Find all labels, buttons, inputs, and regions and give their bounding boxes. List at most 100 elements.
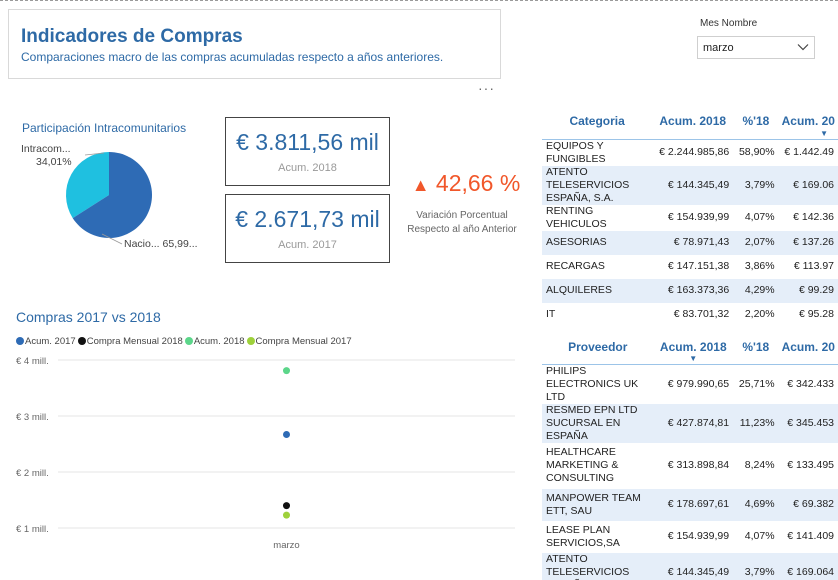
y-tick-label-1: € 3 mill. [16, 412, 49, 423]
more-options-icon[interactable]: ··· [478, 80, 495, 96]
prov-table-cell-0-3: € 342.433 [787, 377, 834, 390]
prov-table-cell-3-0: MANPOWER TEAM ETT, SAU [542, 488, 654, 521]
prov-table-cell-1-3: € 345.453 [778, 403, 838, 443]
cat-table-cell-3-2: 2,07% [733, 230, 779, 255]
prov-table-cell-5-3: € 169.064 [778, 552, 838, 580]
card-acum-2017: € 2.671,73 mil Acum. 2017 [225, 194, 390, 263]
cat-table-cell-5-2: 4,29% [733, 278, 779, 303]
cat-table-cell-3-0: ASESORIAS [542, 230, 653, 255]
prov-table-row[interactable]: RESMED EPN LTD SUCURSAL EN ESPAÑA € 427.8… [542, 403, 838, 443]
cat-table-cell-1-3: € 169.06 [778, 165, 838, 205]
cat-table-header-3[interactable]: Acum. 20 ▼ [778, 103, 838, 140]
prov-table-header-label-3: Acum. 20 [781, 339, 835, 354]
cat-table-cell-6-3: € 95.28 [798, 308, 834, 320]
prov-table-row[interactable]: HEALTHCARE MARKETING & CONSULTING € 313.8… [542, 443, 838, 489]
data-point-3-0[interactable] [283, 511, 290, 519]
cat-table-row[interactable]: RENTING VEHICULOS € 154.939,99 4,07% € 142.… [542, 205, 838, 231]
cat-table-cell-5-3: € 99.29 [778, 278, 838, 303]
variation-kpi: ▲ 42,66 % [401, 170, 531, 197]
cat-table-header-label-0: Categoria [569, 113, 625, 128]
legend-item-0[interactable]: Acum. 2017 [16, 336, 76, 347]
cat-table-header-label-1: Acum. 2018 [659, 113, 727, 128]
legend-dot-2 [184, 337, 193, 345]
prov-table-cell-4-3: € 141.409 [787, 530, 834, 542]
variation-kpi-caption-line1: Variación Porcentual [416, 210, 508, 221]
cat-table-cell-2-0: RENTING VEHICULOS [546, 204, 607, 230]
chevron-down-icon [797, 44, 809, 51]
legend-item-2[interactable]: Acum. 2018 [184, 336, 245, 347]
cat-table-cell-4-2: 3,86% [744, 260, 775, 272]
page-subtitle: Comparaciones macro de las compras acumu… [21, 50, 444, 64]
cat-table-header-0[interactable]: Categoria [542, 103, 653, 140]
prov-table-row[interactable]: ATENTO TELESERVICIOS ESPAÑA, S.A.€ 144.3… [542, 552, 838, 580]
prov-table-cell-5-2: 3,79% [733, 552, 779, 580]
cat-table-row[interactable]: IT € 83.701,32 2,20% € 95.28 [542, 303, 838, 322]
cat-table-cell-6-2: 2,20% [744, 308, 775, 320]
data-point-0-0[interactable] [283, 430, 290, 438]
prov-table-header-3[interactable]: Acum. 20 [778, 330, 838, 365]
pie-label-intracom-name: Intracom... [21, 143, 71, 155]
categoria-table: Categoria Acum. 2018 %'18 Acum. 20 ▼ EQUIPOS … [542, 103, 838, 321]
prov-table-header-label-2: %'18 [742, 339, 770, 354]
prov-table-cell-2-1: € 313.898,84 [667, 459, 730, 471]
legend-dot-3 [246, 337, 255, 345]
cat-table-header-1[interactable]: Acum. 2018 [652, 103, 734, 140]
prov-table-cell-0-1: € 979.990,65 [667, 377, 730, 390]
title-box: Indicadores de Compras Comparaciones mac… [8, 9, 501, 79]
compras-chart-title: Compras 2017 vs 2018 [16, 309, 161, 325]
proveedor-table: Proveedor Acum. 2018 ▼ %'18 Acum. 20 PHILIPS … [542, 330, 838, 580]
card-acum-2018: € 3.811,56 mil Acum. 2018 [225, 117, 390, 186]
data-point-1-0[interactable] [283, 502, 290, 510]
cat-table-header-label-3: Acum. 20 [781, 113, 835, 128]
cat-table-row[interactable]: ALQUILERES € 163.373,36 4,29% € 99.29 [542, 278, 838, 303]
prov-table-header-2[interactable]: %'18 [733, 330, 779, 365]
cat-table-cell-6-0: IT [546, 308, 556, 320]
legend-label-1: Compra Mensual 2018 [86, 336, 183, 347]
pie-slice-0[interactable] [72, 152, 152, 238]
prov-table-cell-1-1: € 427.874,81 [653, 403, 734, 443]
pie-slice-1[interactable] [66, 152, 109, 219]
legend-item-3[interactable]: Compra Mensual 2017 [246, 336, 352, 347]
cat-table-cell-5-1: € 163.373,36 [652, 278, 734, 303]
y-tick-label-2: € 2 mill. [16, 468, 49, 479]
prov-table-cell-0-0: PHILIPS ELECTRONICS UK LTD [546, 364, 639, 403]
prov-table-header-1[interactable]: Acum. 2018 ▼ [653, 330, 734, 365]
prov-table-header-0[interactable]: Proveedor [542, 330, 654, 365]
cat-table-row[interactable]: ASESORIAS € 78.971,43 2,07% € 137.26 [542, 230, 838, 255]
sort-caret-icon: ▼ [689, 353, 698, 363]
proveedor-table-container: Proveedor Acum. 2018 ▼ %'18 Acum. 20 PHILIPS … [542, 330, 838, 580]
variation-kpi-caption: Variación Porcentual Respecto al año Ant… [398, 209, 526, 237]
cat-table-header-label-2: %'18 [742, 113, 770, 128]
cat-table-cell-2-2: 4,07% [744, 211, 775, 223]
cat-table-row[interactable]: ATENTO TELESERVICIOS ESPAÑA, S.A. € 144.3… [542, 165, 838, 205]
cat-table-cell-0-3: € 1.442.49 [784, 146, 834, 158]
prov-table-cell-2-0: HEALTHCARE MARKETING & CONSULTING [546, 446, 619, 484]
pie-label-nacional: Nacio... 65,99... [124, 238, 198, 250]
cat-table-cell-5-0: ALQUILERES [542, 278, 653, 303]
y-tick-label-3: € 1 mill. [16, 524, 49, 535]
prov-table-row[interactable]: LEASE PLAN SERVICIOS,SA € 154.939,99 4,07%… [542, 521, 838, 553]
card-acum-2017-label: Acum. 2017 [278, 239, 337, 251]
cat-table-cell-3-1: € 78.971,43 [652, 230, 734, 255]
pie-chart-title: Participación Intracomunitarios [22, 121, 187, 135]
legend-dot-0 [16, 337, 24, 345]
cat-table-cell-1-2: 3,79% [733, 165, 779, 205]
cat-table-cell-0-2: 58,90% [738, 146, 775, 158]
prov-table-row[interactable]: PHILIPS ELECTRONICS UK LTD € 979.990,65 25… [542, 364, 838, 404]
card-acum-2018-value: € 3.811,56 mil [236, 129, 379, 155]
month-slicer-dropdown[interactable]: marzo [697, 36, 815, 59]
cat-table-cell-2-3: € 142.36 [793, 211, 834, 223]
month-slicer-label: Mes Nombre [700, 18, 758, 29]
cat-table-row[interactable]: RECARGAS € 147.151,38 3,86% € 113.97 [542, 255, 838, 279]
cat-table-cell-6-1: € 83.701,32 [673, 308, 730, 320]
legend-item-1[interactable]: Compra Mensual 2018 [77, 336, 183, 347]
cat-table-cell-0-0: EQUIPOS Y FUNGIBLES [546, 139, 606, 165]
cat-table-row[interactable]: EQUIPOS Y FUNGIBLES € 2.244.985,86 58,90% €… [542, 139, 838, 166]
cat-table-header-2[interactable]: %'18 [733, 103, 779, 140]
month-slicer-value: marzo [703, 42, 734, 54]
legend-dot-1 [77, 337, 86, 345]
y-tick-label-0: € 4 mill. [16, 356, 49, 367]
data-point-2-0[interactable] [283, 367, 290, 375]
prov-table-row[interactable]: MANPOWER TEAM ETT, SAU € 178.697,61 4,69% €… [542, 488, 838, 521]
cat-table-cell-1-0: ATENTO TELESERVICIOS ESPAÑA, S.A. [542, 165, 653, 205]
